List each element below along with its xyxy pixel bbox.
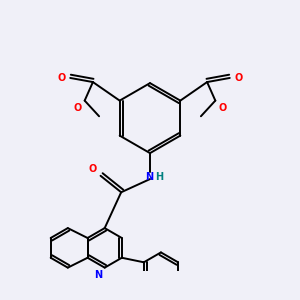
Text: H: H bbox=[155, 172, 163, 182]
Text: O: O bbox=[235, 73, 243, 83]
Text: O: O bbox=[57, 73, 65, 83]
Text: O: O bbox=[219, 103, 227, 113]
Text: N: N bbox=[145, 172, 153, 182]
Text: O: O bbox=[88, 164, 96, 174]
Text: O: O bbox=[73, 103, 81, 113]
Text: N: N bbox=[94, 270, 103, 280]
